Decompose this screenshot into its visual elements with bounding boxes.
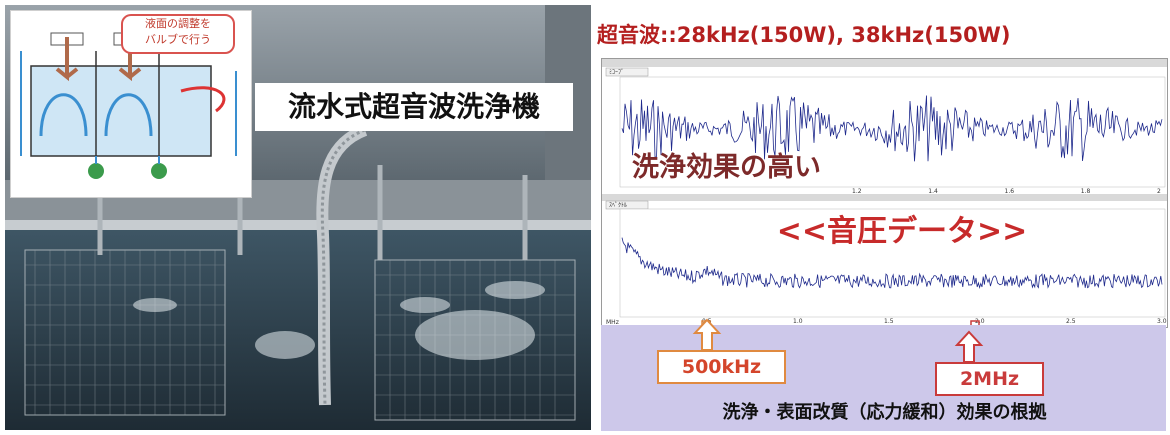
top-x-ticks: 1.2 1.4 1.6 1.8 2 bbox=[852, 188, 1161, 195]
valve-note-text: 液面の調整を バルブで行う bbox=[145, 17, 211, 46]
flow-diagram: 液面の調整を バルブで行う bbox=[10, 10, 252, 198]
bottom-tab-label: ｽﾍﾟｸﾄﾙ bbox=[609, 202, 627, 209]
flow-diagram-drawing bbox=[20, 32, 237, 179]
frequency-spectrum bbox=[621, 237, 1163, 289]
up-arrow-500khz-icon bbox=[692, 318, 722, 351]
ultrasonic-spec: 超音波::28kHz(150W), 38kHz(150W) bbox=[597, 23, 1011, 47]
x-tick-label: 2.5 bbox=[1066, 318, 1076, 325]
x-tick-label: 1.0 bbox=[793, 318, 803, 325]
effect-basis-label: 洗浄・表面改質（応力緩和）効果の根拠 bbox=[722, 402, 1047, 423]
x-tick-label: 3.0 bbox=[1157, 318, 1167, 325]
top-window-toolbar bbox=[602, 59, 1167, 67]
photo-scene bbox=[5, 5, 591, 430]
x-tick-label: 2 bbox=[1157, 188, 1161, 195]
bottom-unit-label: MHz bbox=[606, 319, 619, 326]
x-tick-label: 1.2 bbox=[852, 188, 862, 195]
sound-pressure-graphs: ﾐｺｰﾌﾞ 1.21.41.61.82 ｽﾍﾟｸﾄﾙ 0.51.01.52.02… bbox=[601, 58, 1168, 351]
graphs-svg: ﾐｺｰﾌﾞ 1.21.41.61.82 ｽﾍﾟｸﾄﾙ 0.51.01.52.02… bbox=[602, 59, 1167, 351]
machine-title: 流水式超音波洗浄機 bbox=[255, 83, 573, 131]
marker-2mhz: 2MHz bbox=[935, 362, 1044, 396]
bottom-plot-area bbox=[619, 208, 1166, 318]
up-arrow-2mhz-icon bbox=[954, 330, 984, 363]
x-tick-label: 1.4 bbox=[928, 188, 938, 195]
cleaning-effect-label: 洗浄効果の高い bbox=[632, 152, 821, 183]
x-tick-label: 1.5 bbox=[884, 318, 894, 325]
marker-500khz: 500kHz bbox=[657, 350, 786, 384]
bottom-x-ticks: 0.51.01.52.02.53.0 bbox=[702, 318, 1167, 325]
top-tab-label: ﾐｺｰﾌﾞ bbox=[609, 69, 624, 76]
x-tick-label: 2.0 bbox=[975, 318, 985, 325]
x-tick-label: 1.6 bbox=[1005, 188, 1015, 195]
valve-note: 液面の調整を バルブで行う bbox=[121, 14, 235, 54]
top-window-tab bbox=[605, 67, 649, 77]
spectrum-panel: 超音波::28kHz(150W), 38kHz(150W) ﾐｺｰﾌﾞ 1.2 1… bbox=[597, 0, 1170, 435]
bottom-window-toolbar bbox=[602, 194, 1167, 201]
x-tick-label: 1.8 bbox=[1081, 188, 1091, 195]
time-waveform bbox=[621, 95, 1163, 162]
sound-pressure-label: <<音圧データ>> bbox=[776, 214, 1028, 249]
cleaning-machine-photo: 液面の調整を バルブで行う 流水式超音波洗浄機 bbox=[5, 5, 591, 430]
